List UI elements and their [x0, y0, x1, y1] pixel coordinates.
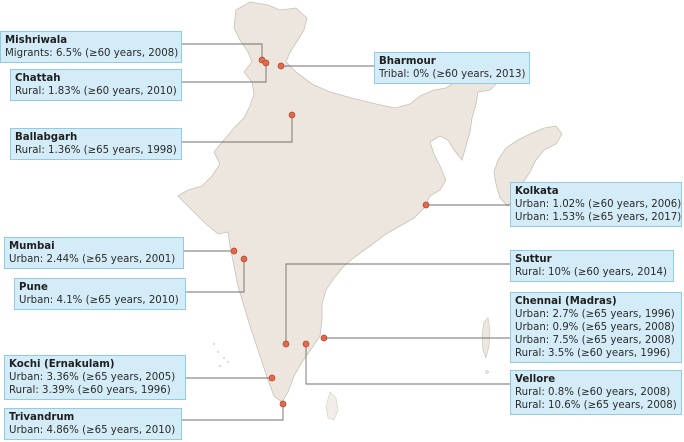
city-name: Bharmour [379, 56, 436, 67]
stat-line: Urban: 0.9% (≥65 years, 2008) [515, 322, 675, 333]
stat-line: Urban: 7.5% (≥65 years, 2008) [515, 335, 675, 346]
label-kolkata: Kolkata Urban: 1.02% (≥60 years, 2006) U… [510, 182, 682, 227]
city-name: Trivandrum [9, 412, 75, 423]
stat-line: Urban: 4.86% (≥65 years, 2010) [9, 425, 176, 436]
leader-line-vellore [305, 344, 510, 385]
label-pune: Pune Urban: 4.1% (≥65 years, 2010) [14, 278, 186, 310]
lakshadweep-islands [213, 343, 229, 367]
stat-line: Migrants: 6.5% (≥60 years, 2008) [5, 48, 179, 59]
stat-line: Urban: 2.44% (≥65 years, 2001) [9, 254, 176, 265]
label-vellore: Vellore Rural: 0.8% (≥60 years, 2008) Ru… [510, 370, 682, 415]
label-mishriwala: Mishriwala Migrants: 6.5% (≥60 years, 20… [0, 31, 182, 63]
stat-line: Urban: 1.02% (≥60 years, 2006) [515, 199, 682, 210]
india-landmass [177, 1, 499, 403]
marker-vellore [302, 340, 310, 348]
marker-chennai [320, 334, 328, 342]
stat-line: Urban: 3.36% (≥65 years, 2005) [9, 372, 176, 383]
leader-line-trivandrum [182, 404, 284, 421]
label-mumbai: Mumbai Urban: 2.44% (≥65 years, 2001) [4, 237, 184, 269]
marker-kochi [268, 374, 276, 382]
stat-line: Rural: 1.36% (≥65 years, 1998) [15, 145, 177, 156]
marker-ballabgarh [288, 111, 296, 119]
stat-line: Urban: 2.7% (≥65 years, 1996) [515, 309, 675, 320]
label-chattah: Chattah Rural: 1.83% (≥60 years, 2010) [10, 69, 182, 101]
city-name: Chattah [15, 73, 61, 84]
marker-bharmour [277, 62, 285, 70]
stat-line: Rural: 3.39% (≥60 years, 1996) [9, 385, 171, 396]
leader-line-pune [186, 260, 245, 293]
leader-lines [180, 43, 510, 421]
stat-line: Rural: 0.8% (≥60 years, 2008) [515, 387, 671, 398]
sri-lanka [325, 391, 339, 421]
stat-line: Tribal: 0% (≥60 years, 2013) [379, 69, 526, 80]
nicobar-islands [485, 370, 489, 374]
leader-line-chattah [182, 64, 267, 83]
city-name: Ballabgarh [15, 132, 78, 143]
leader-line-ballabgarh [182, 116, 293, 143]
marker-chattah [262, 59, 270, 67]
marker-kolkata [422, 201, 430, 209]
label-ballabgarh: Ballabgarh Rural: 1.36% (≥65 years, 1998… [10, 128, 182, 160]
marker-suttur [282, 340, 290, 348]
stat-line: Rural: 10% (≥60 years, 2014) [515, 267, 668, 278]
city-name: Chennai (Madras) [515, 296, 617, 307]
leader-line-suttur [285, 263, 510, 344]
city-name: Pune [19, 282, 48, 293]
city-name: Suttur [515, 254, 552, 265]
stat-line: Rural: 1.83% (≥60 years, 2010) [15, 86, 177, 97]
city-name: Mumbai [9, 241, 55, 252]
leader-line-mishriwala [180, 43, 263, 60]
label-kochi: Kochi (Ernakulam) Urban: 3.36% (≥65 year… [4, 355, 186, 400]
city-name: Vellore [515, 374, 556, 385]
label-bharmour: Bharmour Tribal: 0% (≥60 years, 2013) [374, 52, 530, 84]
marker-trivandrum [279, 400, 287, 408]
site-markers [230, 56, 430, 408]
marker-mumbai [230, 247, 238, 255]
stat-line: Urban: 4.1% (≥65 years, 2010) [19, 295, 179, 306]
marker-pune [240, 255, 248, 263]
city-name: Kolkata [515, 186, 559, 197]
city-name: Kochi (Ernakulam) [9, 359, 115, 370]
label-chennai: Chennai (Madras) Urban: 2.7% (≥65 years,… [510, 292, 682, 363]
stat-line: Urban: 1.53% (≥65 years, 2017) [515, 212, 682, 223]
label-suttur: Suttur Rural: 10% (≥60 years, 2014) [510, 250, 674, 282]
city-name: Mishriwala [5, 35, 68, 46]
stat-line: Rural: 3.5% (≥60 years, 1996) [515, 348, 671, 359]
stat-line: Rural: 10.6% (≥65 years, 2008) [515, 400, 677, 411]
label-trivandrum: Trivandrum Urban: 4.86% (≥65 years, 2010… [4, 408, 182, 440]
